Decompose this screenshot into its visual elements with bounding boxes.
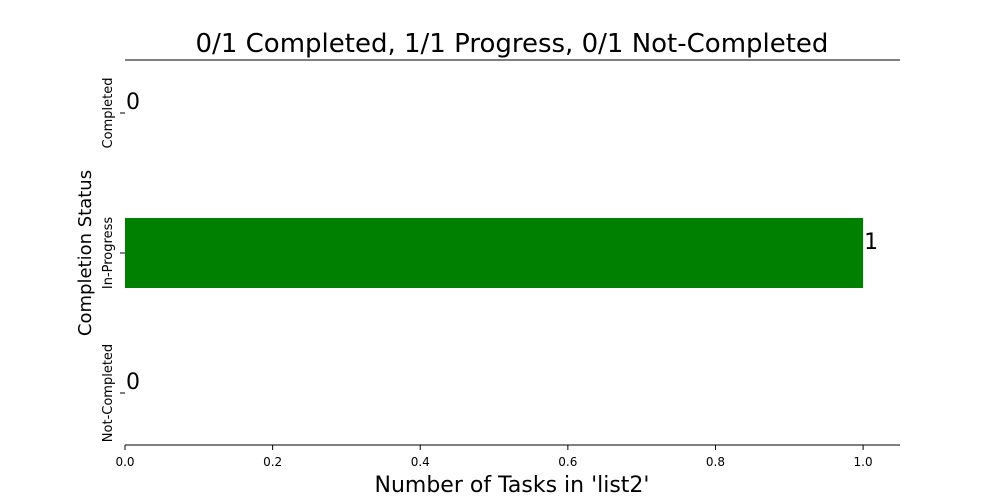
x-tick-label-0.2: 0.2 [263, 455, 282, 469]
value-label-in-progress: 1 [864, 230, 878, 255]
value-label-not-completed: 0 [126, 370, 140, 395]
x-tick-label-1.0: 1.0 [854, 455, 873, 469]
x-tick-label-0.6: 0.6 [558, 455, 577, 469]
chart-title: 0/1 Completed, 1/1 Progress, 0/1 Not-Com… [196, 29, 829, 59]
x-tick-label-0.0: 0.0 [115, 455, 134, 469]
bars-group: 0 1 0 [125, 90, 878, 395]
y-ticks-group: Completed In-Progress Not-Completed [101, 78, 125, 442]
y-tick-label-not-completed: Not-Completed [101, 344, 116, 442]
y-axis-label: Completion Status [75, 170, 96, 336]
x-axis-label: Number of Tasks in 'list2' [375, 473, 650, 498]
x-tick-label-0.8: 0.8 [706, 455, 725, 469]
y-tick-label-completed: Completed [101, 78, 116, 149]
value-label-completed: 0 [126, 90, 140, 115]
x-tick-label-0.4: 0.4 [411, 455, 430, 469]
y-tick-label-in-progress: In-Progress [101, 217, 116, 289]
x-ticks-group: 0.0 0.2 0.4 0.6 0.8 1.0 [115, 445, 873, 469]
bar-in-progress [125, 218, 864, 288]
